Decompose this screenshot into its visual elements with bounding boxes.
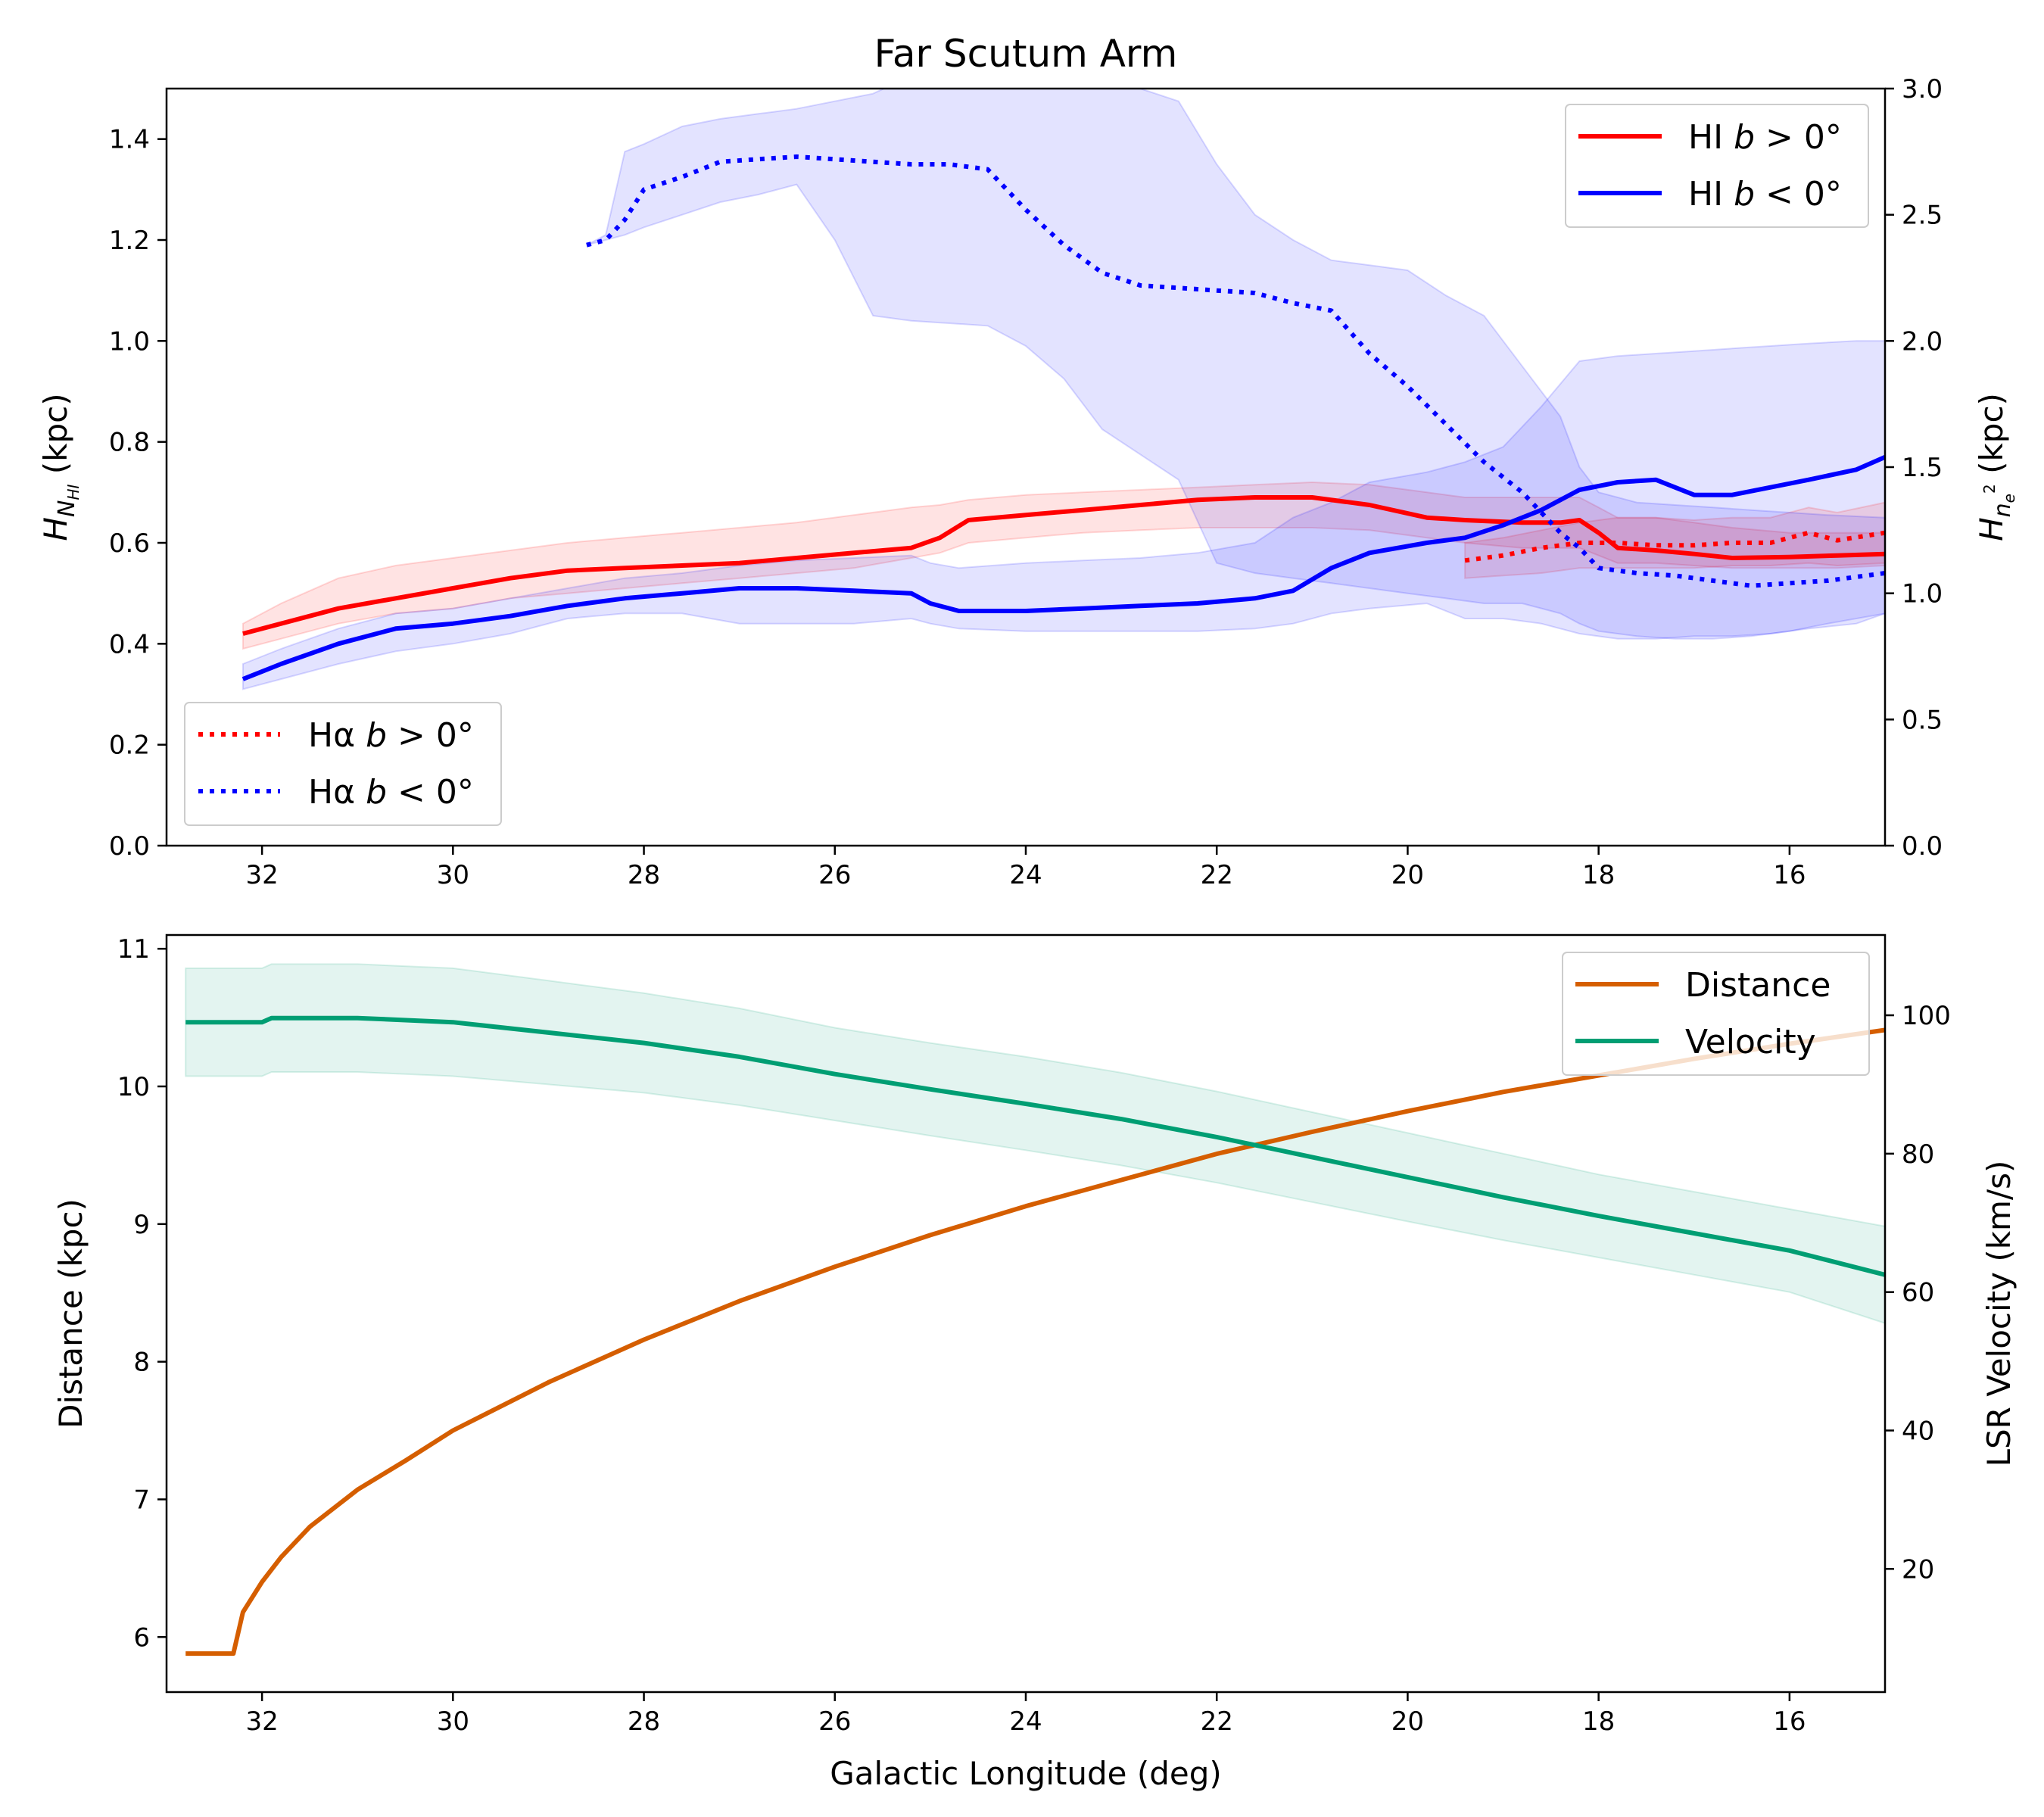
right-y-tick-label: 3.0: [1902, 74, 1943, 104]
series-line-velocity: [185, 1015, 1885, 1277]
bottom-x-ticks: 32 30 28 26 24 22 20 18 16: [245, 1692, 1806, 1737]
x-tick-label: 24: [1009, 1706, 1042, 1737]
x-tick-label: 22: [1201, 1706, 1233, 1737]
left-y-tick-label: 1.2: [109, 226, 150, 256]
legend-label-distance: Distance: [1685, 966, 1831, 1005]
top-right-y-ticks: 0.0 0.5 1.0 1.5 2.0 2.5 3.0: [1885, 74, 1943, 862]
left-y-tick-label: 9: [133, 1210, 150, 1240]
bottom-legend: Distance Velocity: [1562, 952, 1870, 1076]
legend-label-ha-neg: Hα b < 0°: [308, 773, 474, 812]
top-plot-area: [241, 89, 1885, 690]
right-y-tick-label: 2.5: [1902, 201, 1943, 231]
x-tick-label: 20: [1391, 860, 1424, 890]
x-tick-label: 18: [1582, 1706, 1615, 1737]
left-y-tick-label: 1.4: [109, 125, 150, 155]
x-tick-label: 30: [437, 860, 469, 890]
band-hi_neg: [241, 340, 1885, 690]
legend-label-hi-neg: HI b < 0°: [1688, 175, 1842, 213]
left-y-tick-label: 1.0: [109, 326, 150, 357]
x-tick-label: 16: [1773, 860, 1806, 890]
legend-entry-distance: Distance: [1575, 966, 1831, 1005]
left-y-tick-label: 0.8: [109, 428, 150, 458]
bottom-axes-frame: [165, 933, 1887, 1694]
band-velocity: [185, 963, 1885, 1324]
bottom-right-y-ticks: 20 40 60 80 100: [1885, 1001, 1951, 1585]
x-tick-label: 24: [1009, 860, 1042, 890]
x-tick-label: 32: [245, 860, 278, 890]
series-line-hi_pos: [242, 495, 1885, 636]
legend-frame: [184, 702, 502, 826]
legend-entry-hi-pos: HI b > 0°: [1578, 118, 1842, 157]
right-y-tick-label: 60: [1902, 1278, 1934, 1308]
legend-entry-velocity: Velocity: [1575, 1023, 1816, 1061]
legend-entry-hi-neg: HI b < 0°: [1578, 175, 1842, 213]
legend-label-velocity: Velocity: [1685, 1023, 1816, 1061]
x-tick-label: 20: [1391, 1706, 1424, 1737]
bottom-left-y-axis-label: Distance (kpc): [52, 1198, 89, 1429]
bottom-plot-area: [185, 963, 1885, 1656]
top-panel: Far Scutum Arm 32 30 28 26 24 22 20 18 16 0.0 0.2…: [37, 32, 2018, 890]
right-y-tick-label: 0.5: [1902, 705, 1943, 735]
right-y-tick-label: 20: [1902, 1554, 1934, 1585]
left-y-tick-label: 11: [117, 934, 150, 965]
left-y-tick-label: 0.4: [109, 629, 150, 659]
left-y-tick-label: 0.0: [109, 831, 150, 862]
legend-entry-ha-pos: Hα b > 0°: [198, 716, 474, 755]
legend-label-hi-pos: HI b > 0°: [1688, 118, 1842, 157]
right-y-tick-label: 1.5: [1902, 453, 1943, 483]
right-y-tick-label: 80: [1902, 1139, 1934, 1170]
left-y-tick-label: 0.2: [109, 731, 150, 761]
top-right-y-axis-label: Hne2 (kpc): [1973, 393, 2018, 541]
left-y-tick-label: 8: [133, 1348, 150, 1378]
right-y-tick-label: 100: [1902, 1001, 1951, 1031]
legend-label-ha-pos: Hα b > 0°: [308, 716, 474, 755]
band-hi_pos: [241, 481, 1885, 650]
x-tick-label: 28: [628, 1706, 660, 1737]
series-line-ha_neg: [586, 154, 1885, 588]
left-y-tick-label: 10: [117, 1072, 150, 1102]
x-tick-label: 18: [1582, 860, 1615, 890]
left-y-tick-label: 7: [133, 1485, 150, 1515]
top-axes-frame: [165, 87, 1887, 847]
x-tick-label: 16: [1773, 1706, 1806, 1737]
series-line-ha_pos: [1464, 530, 1885, 563]
right-y-tick-label: 2.0: [1902, 326, 1943, 357]
bottom-right-y-axis-label: LSR Velocity (km/s): [1980, 1161, 2018, 1467]
top-left-y-axis-label: HNHI (kpc): [37, 393, 83, 541]
right-y-tick-label: 0.0: [1902, 831, 1943, 862]
x-tick-label: 26: [818, 1706, 851, 1737]
x-tick-label: 32: [245, 1706, 278, 1737]
chart-title: Far Scutum Arm: [874, 32, 1178, 76]
left-y-tick-label: 0.6: [109, 528, 150, 559]
x-tick-label: 26: [818, 860, 851, 890]
x-tick-label: 28: [628, 860, 660, 890]
bottom-left-y-ticks: 6 7 8 9 10 11: [117, 934, 167, 1653]
left-y-tick-label: 6: [133, 1622, 150, 1653]
x-tick-label: 30: [437, 1706, 469, 1737]
bottom-x-axis-label: Galactic Longitude (deg): [830, 1755, 1222, 1792]
right-y-tick-label: 40: [1902, 1416, 1934, 1446]
series-line-hi_neg: [241, 454, 1885, 681]
x-tick-label: 22: [1201, 860, 1233, 890]
legend-entry-ha-neg: Hα b < 0°: [198, 773, 474, 812]
top-left-y-ticks: 0.0 0.2 0.4 0.6 0.8 1.0 1.2 1.4: [109, 125, 167, 862]
top-legend-halpha: Hα b > 0° Hα b < 0°: [184, 702, 502, 826]
series-line-distance: [185, 1027, 1885, 1656]
top-x-ticks: 32 30 28 26 24 22 20 18 16: [245, 846, 1806, 890]
right-y-tick-label: 1.0: [1902, 579, 1943, 609]
top-legend-hi: HI b > 0° HI b < 0°: [1565, 104, 1869, 228]
